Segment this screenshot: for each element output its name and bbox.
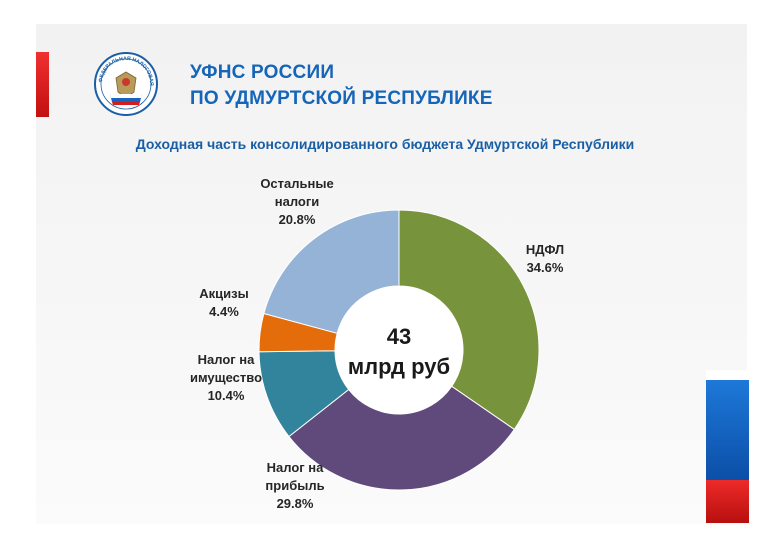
data-label: 20.8% — [279, 212, 316, 227]
data-label: 29.8% — [277, 496, 314, 511]
slice-label: имущество — [190, 370, 262, 385]
slice-label: налоги — [275, 194, 320, 209]
donut-hole — [335, 286, 463, 414]
slice-label: Акцизы — [199, 286, 248, 301]
slice-label: Налог на — [267, 460, 325, 475]
page-title-line2: ПО УДМУРТСКОЙ РЕСПУБЛИКЕ — [190, 88, 493, 109]
slice-label: Остальные — [260, 176, 333, 191]
slice-label: прибыль — [265, 478, 324, 493]
red-stripe-decoration — [36, 52, 49, 117]
center-total-label: млрд руб — [348, 354, 450, 379]
slice-label: Налог на — [198, 352, 256, 367]
page-title: УФНС РОССИИ ПО УДМУРТСКОЙ РЕСПУБЛИКЕ — [190, 60, 493, 112]
flag-red-stripe — [706, 480, 749, 523]
flag-blue-stripe — [706, 380, 749, 480]
chart-title: Доходная часть консолидированного бюджет… — [135, 136, 635, 152]
slice-label: НДФЛ — [526, 242, 564, 257]
data-label: 4.4% — [209, 304, 239, 319]
flag-white-stripe — [706, 370, 749, 380]
fns-emblem-icon: ФЕДЕРАЛЬНАЯ НАЛОГОВАЯ СЛУЖБА — [94, 52, 158, 116]
data-label: 10.4% — [208, 388, 245, 403]
data-label: 34.6% — [527, 260, 564, 275]
center-total-label: 43 — [387, 324, 411, 349]
page-title-line1: УФНС РОССИИ — [190, 62, 335, 83]
